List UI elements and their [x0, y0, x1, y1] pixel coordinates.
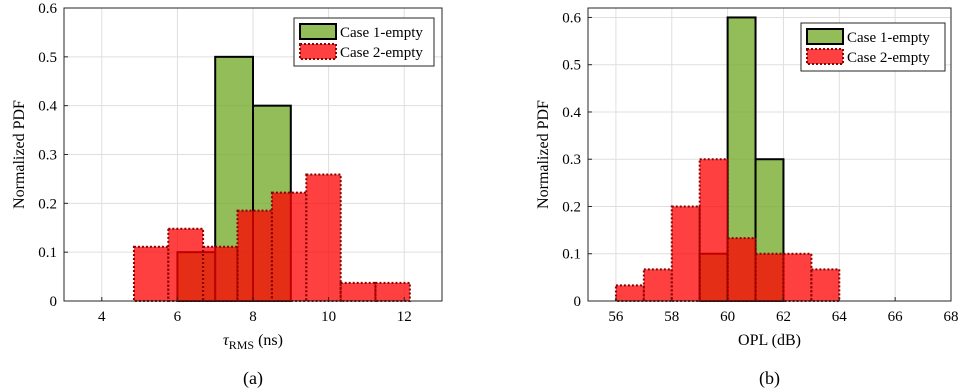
x-tick-label: 68 [944, 309, 959, 325]
legend: Case 1-empty Case 2-empty [800, 22, 946, 72]
y-tick-label: 0.5 [38, 50, 57, 66]
x-tick-label: 60 [720, 309, 735, 325]
x-tick-label: 12 [397, 309, 412, 325]
x-tick-label: 8 [249, 309, 257, 325]
chart-panel-b: 56 58 60 62 64 66 68 0 0.1 0.2 0.3 0.4 0.5 0.6 Normali… [535, 7, 959, 389]
bar-case2 [782, 252, 813, 302]
y-tick-label: 0.1 [38, 245, 57, 261]
bar-case2 [132, 245, 170, 302]
legend-swatch [299, 23, 337, 40]
bar-case2 [374, 281, 411, 303]
y-tick-label: 0 [50, 294, 58, 310]
bar-case2 [270, 191, 308, 302]
y-tick-label: 0.6 [38, 1, 57, 17]
bar-case2 [202, 245, 239, 302]
x-axis-label: OPL (dB) [738, 332, 801, 349]
bar-case2 [810, 268, 841, 302]
x-tick-label: 10 [321, 309, 336, 325]
x-tick-label: 56 [608, 309, 624, 325]
bar-case2 [339, 281, 377, 303]
bar-case2 [236, 209, 273, 303]
x-axis-label: τRMS (ns) [223, 332, 283, 352]
y-tick-label: 0.6 [562, 10, 581, 26]
x-tick-label: 58 [664, 309, 679, 325]
panel-label: (a) [243, 368, 263, 389]
y-tick-label: 0 [574, 294, 582, 310]
bar-case2 [642, 268, 673, 302]
legend-swatch [299, 43, 337, 60]
y-axis-label: Normalized PDF [535, 100, 552, 209]
bar-case2 [726, 237, 757, 302]
legend: Case 1-empty Case 2-empty [293, 17, 435, 67]
y-tick-label: 0.5 [562, 58, 581, 74]
panel-label: (b) [759, 368, 780, 389]
bar-case2 [698, 158, 729, 302]
x-tick-label: 6 [174, 309, 182, 325]
y-tick-label: 0.1 [562, 247, 581, 263]
x-tick-label: 62 [776, 309, 791, 325]
legend-label: Case 2-empty [847, 50, 930, 66]
legend-swatch [806, 28, 844, 45]
bar-case2 [305, 173, 342, 302]
chart-panel-a: 4 6 8 10 12 0 0.1 0.2 0.3 0.4 0.5 0.6 Normalized PDF… [11, 1, 443, 389]
x-tick-label: 66 [888, 309, 904, 325]
y-tick-label: 0.2 [38, 196, 57, 212]
y-tick-label: 0.3 [38, 148, 57, 164]
legend-label: Case 1-empty [847, 30, 930, 46]
legend-label: Case 1-empty [340, 25, 423, 41]
bar-case2 [614, 284, 645, 303]
y-tick-label: 0.4 [38, 99, 57, 115]
bar-case2 [167, 227, 205, 302]
y-tick-label: 0.4 [562, 105, 581, 121]
bar-case2 [754, 252, 785, 302]
axes-box [587, 7, 952, 302]
legend-label: Case 2-empty [340, 45, 423, 61]
y-tick-label: 0.2 [562, 199, 581, 215]
y-axis-label: Normalized PDF [11, 100, 28, 209]
x-tick-label: 4 [98, 309, 106, 325]
legend-swatch [806, 48, 844, 65]
bar-case2 [670, 205, 701, 302]
y-tick-label: 0.3 [562, 152, 581, 168]
x-tick-label: 64 [832, 309, 848, 325]
